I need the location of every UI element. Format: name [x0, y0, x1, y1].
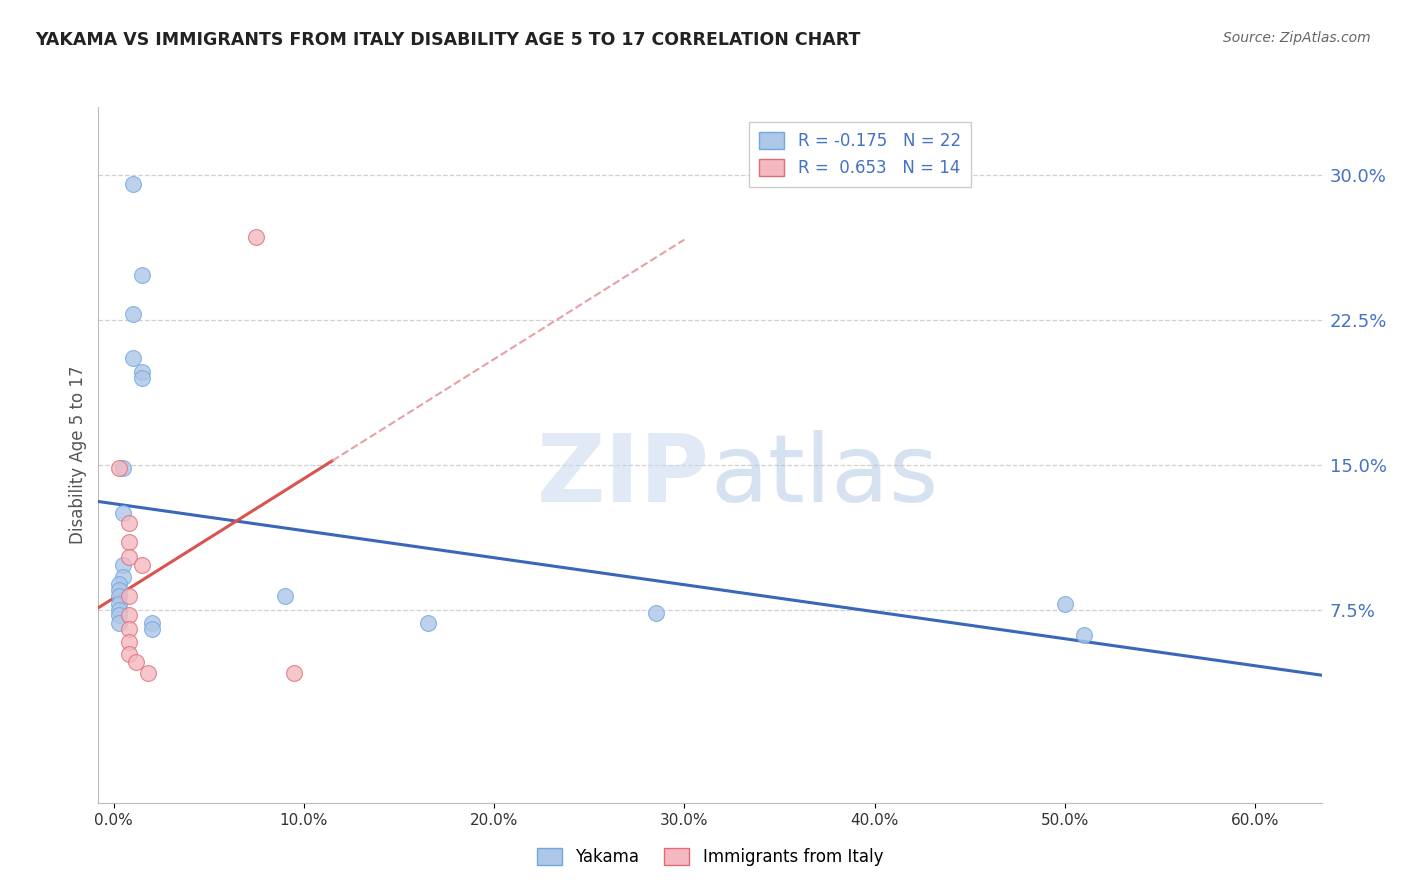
Text: atlas: atlas	[710, 430, 938, 522]
Text: YAKAMA VS IMMIGRANTS FROM ITALY DISABILITY AGE 5 TO 17 CORRELATION CHART: YAKAMA VS IMMIGRANTS FROM ITALY DISABILI…	[35, 31, 860, 49]
Point	[108, 597, 131, 611]
Point	[131, 370, 153, 384]
Point	[108, 602, 131, 616]
Point	[108, 615, 131, 630]
Text: ZIP: ZIP	[537, 430, 710, 522]
Point	[118, 535, 141, 549]
Point	[141, 615, 163, 630]
Point	[108, 461, 131, 475]
Point	[118, 622, 141, 636]
Point	[125, 655, 148, 669]
Point	[245, 229, 267, 244]
Point	[118, 516, 141, 530]
Point	[131, 268, 153, 283]
Point	[112, 558, 135, 573]
Point	[108, 577, 131, 591]
Point	[108, 608, 131, 623]
Point	[136, 666, 159, 681]
Point	[118, 550, 141, 565]
Point	[131, 365, 153, 379]
Point	[1053, 597, 1076, 611]
Point	[644, 607, 666, 621]
Point	[121, 178, 143, 192]
Point	[108, 583, 131, 598]
Point	[274, 589, 297, 603]
Point	[283, 666, 305, 681]
Point	[1073, 628, 1095, 642]
Text: Source: ZipAtlas.com: Source: ZipAtlas.com	[1223, 31, 1371, 45]
Point	[121, 307, 143, 321]
Point	[108, 589, 131, 603]
Point	[112, 461, 135, 475]
Point	[118, 608, 141, 623]
Point	[112, 506, 135, 520]
Point	[416, 615, 439, 630]
Point	[118, 635, 141, 649]
Y-axis label: Disability Age 5 to 17: Disability Age 5 to 17	[69, 366, 87, 544]
Point	[131, 558, 153, 573]
Point	[121, 351, 143, 366]
Point	[141, 622, 163, 636]
Point	[118, 589, 141, 603]
Point	[118, 647, 141, 661]
Point	[112, 570, 135, 584]
Legend: Yakama, Immigrants from Italy: Yakama, Immigrants from Italy	[529, 839, 891, 874]
